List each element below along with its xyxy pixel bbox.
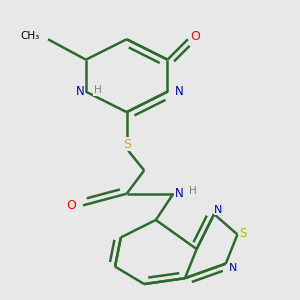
Text: N: N [175, 85, 184, 98]
Text: S: S [240, 226, 247, 239]
Text: CH₃: CH₃ [20, 32, 39, 41]
Text: N: N [76, 85, 84, 98]
Text: S: S [123, 138, 131, 151]
Text: N: N [214, 205, 223, 215]
Text: N: N [229, 263, 237, 273]
Text: O: O [66, 199, 76, 212]
Text: H: H [189, 186, 197, 196]
Text: H: H [94, 85, 101, 95]
Text: N: N [175, 187, 184, 200]
Text: O: O [190, 30, 200, 43]
